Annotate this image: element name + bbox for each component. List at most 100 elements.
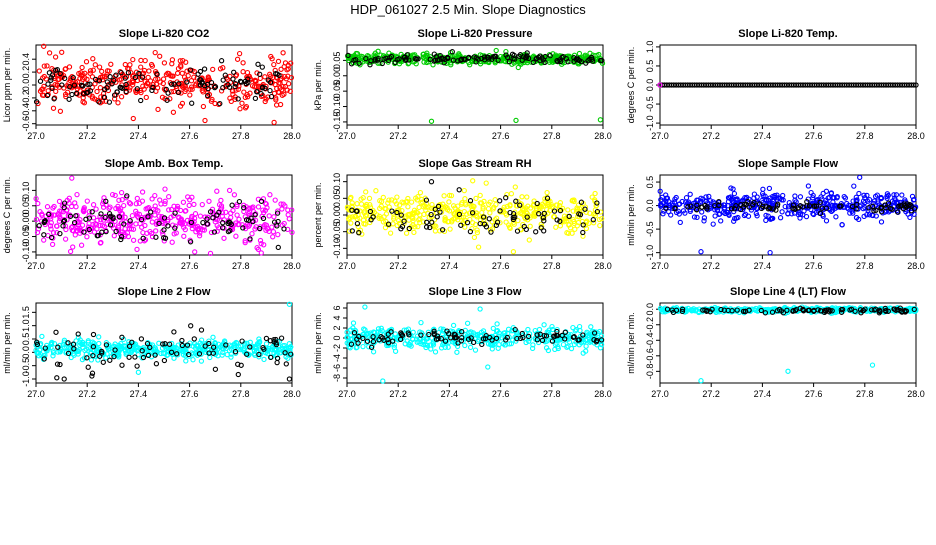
data-point [780,310,787,316]
data-point [554,217,560,223]
data-point [913,82,919,88]
data-point [90,56,96,62]
data-point [426,331,432,338]
data-point [502,342,508,348]
data-point [866,212,873,218]
data-point [255,204,262,210]
data-point [679,308,686,315]
data-point [524,50,530,56]
data-point [68,354,74,361]
data-point [271,219,278,225]
data-point [410,336,416,343]
data-point [350,320,357,326]
data-point [221,235,227,241]
data-point [78,242,85,248]
data-point [50,230,57,236]
data-point [346,228,353,234]
x-tick-label: 27.0 [27,389,45,399]
data-point [665,203,672,209]
data-point [492,197,498,203]
data-point [149,63,156,69]
data-point [170,109,177,115]
data-point [147,344,153,351]
data-point [597,117,604,123]
data-point [263,227,269,233]
data-point [862,306,868,312]
data-point [813,203,820,209]
data-point [48,226,54,232]
data-point [750,202,756,208]
data-point [418,319,424,326]
panel-4: Slope Amb. Box Temp. 27.0 27.2 27.4 27.6 27.8… [2,158,301,271]
data-point [559,332,565,339]
data-point [712,213,718,219]
data-point [381,214,387,220]
data-point [427,224,433,231]
data-point [356,60,362,66]
data-point [206,198,212,204]
data-point [118,236,124,243]
data-point [274,210,281,216]
data-point [168,349,175,355]
data-point [220,225,226,231]
data-point [260,207,266,213]
data-point [411,210,418,216]
data-point [212,100,218,107]
data-point [258,198,265,204]
data-point [514,228,521,234]
data-point [269,224,275,230]
data-point [262,200,269,206]
data-point [282,203,288,209]
data-point [280,50,286,56]
data-point [244,351,250,357]
data-point [508,340,515,347]
x-tick-label: 27.2 [702,131,720,141]
data-point [176,215,182,221]
data-point [362,203,368,209]
data-point [363,189,369,195]
data-point [130,56,136,63]
y-axis-label: degrees C per min. [626,47,636,124]
data-point [467,344,474,351]
data-point [769,309,776,315]
data-point [148,209,154,215]
data-point [383,55,389,61]
data-point [80,91,87,97]
data-point [197,68,204,75]
data-point [450,322,457,329]
data-point [146,68,152,74]
data-point [864,198,871,204]
data-point [70,244,76,250]
data-point [66,64,73,70]
x-tick-label: 27.2 [389,389,407,399]
data-point [417,329,423,335]
data-point [379,60,385,67]
data-point [884,193,890,200]
data-point [45,88,51,94]
data-point [142,57,148,64]
data-point [552,346,558,353]
data-point [486,216,492,222]
data-point [140,235,146,241]
data-point [84,234,90,240]
data-point [805,183,812,189]
data-point [767,249,773,256]
data-point [433,223,439,229]
data-point [164,97,170,103]
data-point [234,212,240,218]
data-point [479,209,485,216]
data-point [182,226,188,233]
data-point [536,326,543,333]
data-point [572,226,578,232]
data-point [44,63,50,69]
data-point [274,85,280,92]
data-point [487,210,493,216]
data-point [817,199,823,205]
data-point [701,218,707,224]
data-point [53,223,60,229]
data-point [133,221,139,227]
data-point [411,207,418,213]
data-point [133,201,139,207]
data-point [275,208,281,214]
data-point [349,200,355,206]
